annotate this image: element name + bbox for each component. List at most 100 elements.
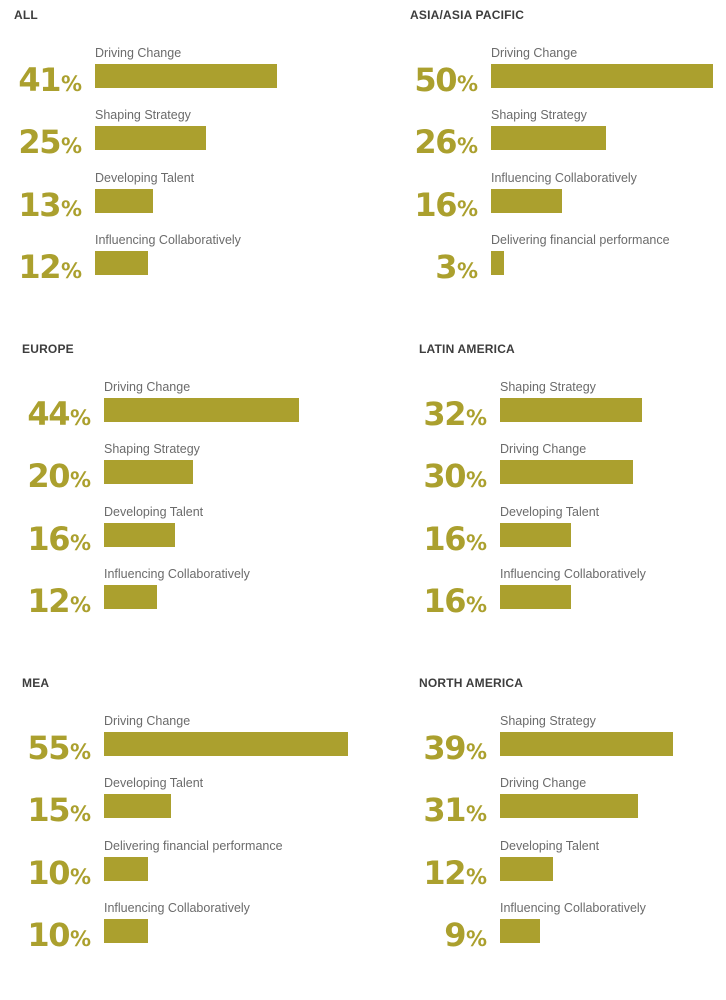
category-label: Driving Change: [500, 442, 587, 456]
chart-panel-europe: EUROPE 44% Driving Change 20% Shaping Strate…: [22, 340, 362, 640]
bar-row: 12% Influencing Collaboratively: [14, 233, 354, 289]
bar: [95, 251, 148, 275]
data-label-unit: %: [465, 740, 487, 764]
chart-title: ASIA/ASIA PACIFIC: [410, 8, 525, 22]
bar-row: 31% Driving Change: [419, 776, 726, 832]
data-label-unit: %: [456, 197, 478, 221]
bar: [500, 919, 540, 943]
data-label-unit: %: [69, 740, 91, 764]
bar-row: 39% Shaping Strategy: [419, 714, 726, 770]
chart-panel-latin-america: LATIN AMERICA 32% Shaping Strategy 30% Drivi…: [419, 340, 726, 640]
bar-row: 10% Delivering financial performance: [22, 839, 362, 895]
data-label-value: 30: [423, 457, 466, 495]
bar: [104, 460, 193, 484]
data-label-value: 41: [18, 61, 61, 99]
data-label-unit: %: [60, 72, 82, 96]
data-label-unit: %: [69, 865, 91, 889]
bar: [104, 857, 148, 881]
data-label-unit: %: [60, 197, 82, 221]
data-label: 9%: [444, 919, 487, 951]
data-label-value: 16: [423, 582, 466, 620]
bar: [491, 126, 606, 150]
bar: [104, 732, 348, 756]
data-label-unit: %: [465, 927, 487, 951]
category-label: Developing Talent: [95, 171, 195, 185]
category-label: Influencing Collaboratively: [95, 233, 241, 247]
data-label-unit: %: [69, 593, 91, 617]
data-label-unit: %: [60, 134, 82, 158]
category-label: Shaping Strategy: [500, 380, 596, 394]
data-label: 25%: [18, 126, 82, 158]
data-label-unit: %: [465, 531, 487, 555]
data-label: 13%: [18, 189, 82, 221]
bar-row: 16% Developing Talent: [419, 505, 726, 561]
category-label: Driving Change: [491, 46, 578, 60]
chart-title: NORTH AMERICA: [419, 676, 524, 690]
data-label-value: 9: [444, 916, 466, 954]
chart-title: EUROPE: [22, 342, 74, 356]
bar-row: 9% Influencing Collaboratively: [419, 901, 726, 957]
data-label-value: 55: [27, 729, 70, 767]
data-label: 41%: [18, 64, 82, 96]
data-label-value: 32: [423, 395, 466, 433]
category-label: Developing Talent: [104, 505, 204, 519]
category-label: Influencing Collaboratively: [500, 567, 646, 581]
bar: [491, 64, 713, 88]
bar: [104, 919, 148, 943]
bar-row: 13% Developing Talent: [14, 171, 354, 227]
data-label: 31%: [423, 794, 487, 826]
data-label-value: 10: [27, 854, 70, 892]
bar: [95, 189, 153, 213]
data-label-value: 44: [27, 395, 70, 433]
data-label: 55%: [27, 732, 91, 764]
data-label-unit: %: [69, 468, 91, 492]
bar: [491, 189, 562, 213]
chart-panel-all: ALL 41% Driving Change 25% Shaping Strategy 1…: [14, 6, 354, 306]
bar-row: 12% Influencing Collaboratively: [22, 567, 362, 623]
bar-row: 10% Influencing Collaboratively: [22, 901, 362, 957]
data-label-value: 20: [27, 457, 70, 495]
data-label: 12%: [423, 857, 487, 889]
bar: [104, 523, 175, 547]
data-label-unit: %: [456, 72, 478, 96]
bar: [500, 398, 642, 422]
bar-row: 16% Influencing Collaboratively: [419, 567, 726, 623]
bar: [104, 585, 157, 609]
data-label-unit: %: [465, 593, 487, 617]
data-label: 30%: [423, 460, 487, 492]
bar: [500, 732, 673, 756]
bar-row: 32% Shaping Strategy: [419, 380, 726, 436]
bar-row: 15% Developing Talent: [22, 776, 362, 832]
data-label: 50%: [414, 64, 478, 96]
data-label-value: 15: [27, 791, 70, 829]
data-label-value: 50: [414, 61, 457, 99]
bar: [500, 857, 553, 881]
data-label-value: 39: [423, 729, 466, 767]
data-label-value: 16: [423, 520, 466, 558]
category-label: Driving Change: [104, 714, 191, 728]
data-label-value: 13: [18, 186, 61, 224]
bar: [500, 523, 571, 547]
bar: [104, 794, 171, 818]
data-label-value: 26: [414, 123, 457, 161]
data-label: 16%: [414, 189, 478, 221]
data-label-value: 10: [27, 916, 70, 954]
data-label: 44%: [27, 398, 91, 430]
chart-panel-asia-asia-pacific: ASIA/ASIA PACIFIC 50% Driving Change 26% Sha…: [410, 6, 726, 306]
data-label: 12%: [27, 585, 91, 617]
category-label: Delivering financial performance: [104, 839, 283, 853]
chart-title: LATIN AMERICA: [419, 342, 515, 356]
data-label-unit: %: [69, 927, 91, 951]
data-label-value: 16: [27, 520, 70, 558]
data-label-value: 12: [27, 582, 70, 620]
data-label-unit: %: [465, 468, 487, 492]
data-label: 10%: [27, 857, 91, 889]
data-label: 3%: [435, 251, 478, 283]
data-label-unit: %: [69, 531, 91, 555]
category-label: Delivering financial performance: [491, 233, 670, 247]
data-label-unit: %: [465, 865, 487, 889]
data-label-unit: %: [465, 406, 487, 430]
data-label-value: 3: [435, 248, 457, 286]
data-label-unit: %: [465, 802, 487, 826]
data-label: 15%: [27, 794, 91, 826]
